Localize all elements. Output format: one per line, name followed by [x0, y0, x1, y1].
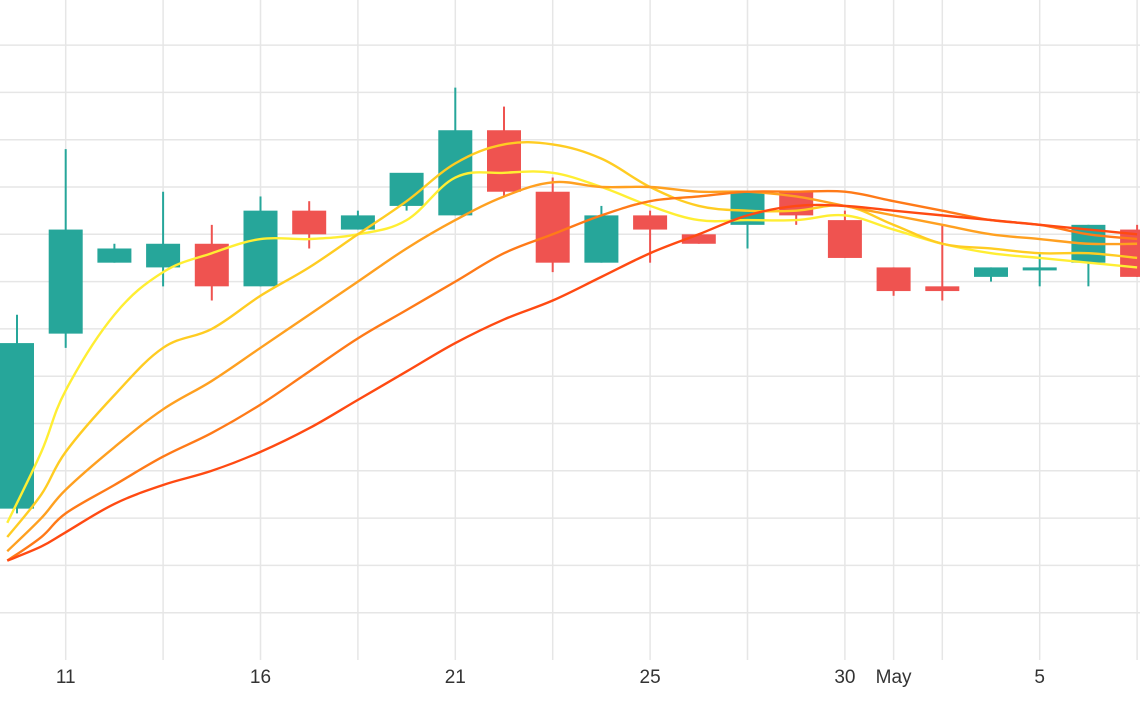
grid — [0, 0, 1140, 660]
candle-down — [194, 224, 229, 301]
candle-body — [487, 130, 521, 192]
x-tick-label: 5 — [1034, 667, 1045, 688]
candle-down — [876, 267, 911, 296]
candle-body — [194, 243, 229, 287]
x-tick-label: 21 — [445, 667, 466, 688]
candle-body — [97, 248, 132, 263]
x-tick-label: May — [876, 667, 912, 688]
candle-body — [1022, 267, 1057, 271]
candle-body — [876, 267, 911, 292]
candle-body — [974, 267, 1008, 277]
candle-up — [974, 267, 1008, 282]
candle-down — [292, 201, 327, 249]
x-axis-ticks: 11 16 21 25 30 May 5 — [56, 667, 1045, 688]
candle-down — [827, 210, 862, 258]
x-tick-label: 25 — [640, 667, 661, 688]
candle-body — [681, 234, 716, 244]
candle-body — [146, 243, 181, 268]
candle-down — [925, 224, 960, 301]
candle-down — [487, 106, 521, 197]
candle-body — [535, 191, 570, 263]
moving-average-line-4 — [6, 189, 1138, 562]
x-tick-label: 11 — [56, 667, 76, 688]
candle-body — [827, 220, 862, 258]
candle-up — [438, 87, 473, 216]
candles — [0, 87, 1140, 514]
candle-body — [0, 343, 34, 509]
candle-up — [97, 243, 132, 263]
candle-down — [681, 234, 716, 244]
moving-average-line-2 — [6, 140, 1138, 538]
candle-body — [243, 210, 278, 287]
moving-average-lines — [6, 140, 1138, 562]
candle-body — [584, 215, 619, 263]
candle-up — [243, 196, 278, 287]
candle-body — [1120, 229, 1140, 277]
candle-body — [633, 215, 668, 230]
candle-up — [0, 314, 34, 514]
candle-up — [48, 149, 83, 348]
candle-body — [48, 229, 83, 334]
x-tick-label: 16 — [250, 667, 271, 688]
moving-average-line-5 — [6, 203, 1138, 562]
candle-down — [535, 177, 570, 273]
candle-body — [340, 215, 375, 230]
candle-down — [633, 210, 668, 263]
candle-up — [146, 191, 181, 287]
moving-average-line-3 — [6, 180, 1138, 553]
candle-body — [925, 286, 960, 292]
candle-body — [292, 210, 327, 235]
x-tick-label: 30 — [834, 667, 855, 688]
candle-up — [340, 210, 375, 230]
